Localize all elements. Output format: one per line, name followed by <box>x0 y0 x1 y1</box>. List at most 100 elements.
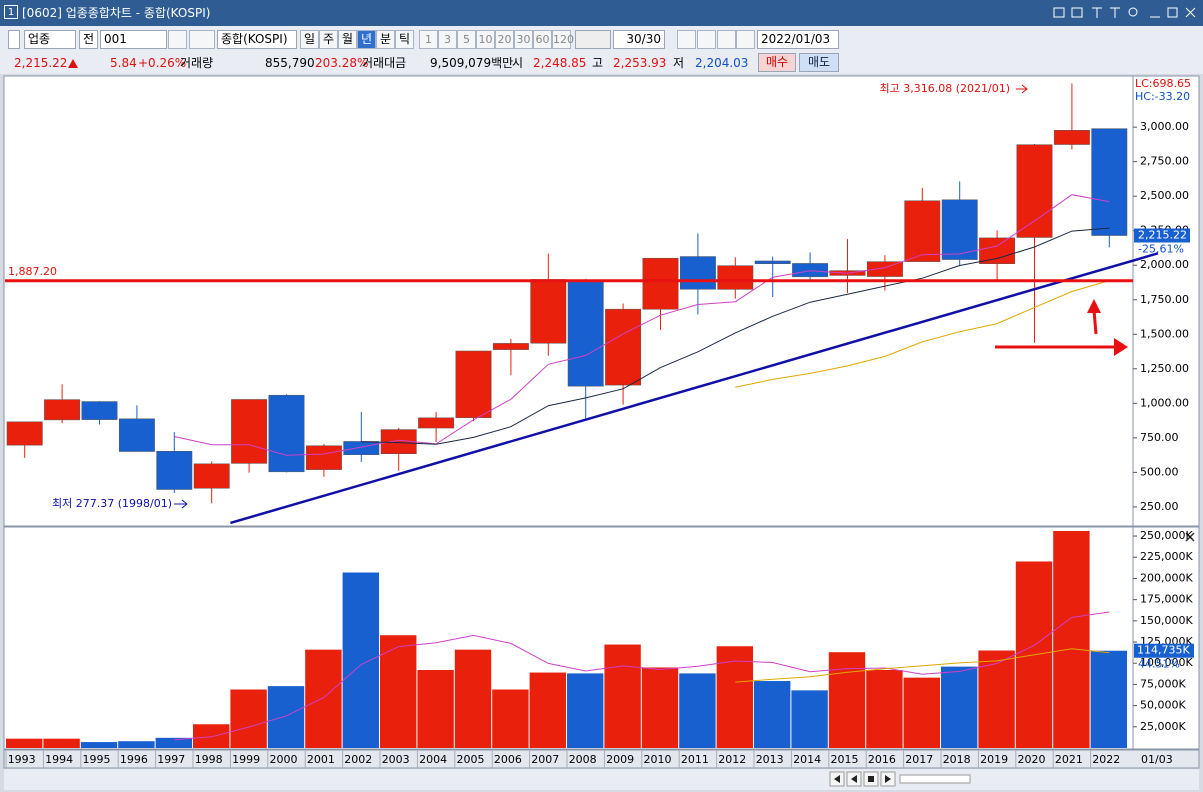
candle-body <box>642 257 679 310</box>
tool-button[interactable] <box>697 30 716 49</box>
toolbar-button[interactable]: 30 <box>514 30 533 49</box>
window-title: [0602] 업종종합차트 - 종합(KOSPI) <box>22 6 211 20</box>
volume-bar <box>230 689 267 748</box>
icon[interactable] <box>1053 7 1065 18</box>
close[interactable] <box>1185 7 1196 18</box>
change: 5.84 <box>110 56 137 70</box>
volume-bar <box>43 738 80 748</box>
toolbar-button[interactable]: 60 <box>533 30 552 49</box>
low: 2,204.03 <box>695 56 749 70</box>
x-tick-label: 2007 <box>531 753 559 766</box>
y-tick-label: 3,000.00 <box>1140 120 1189 133</box>
toolbar-button[interactable]: 10 <box>476 30 495 49</box>
candle-body <box>193 463 230 489</box>
candle-body <box>1016 144 1053 238</box>
toolbar-button[interactable]: 120 <box>552 30 574 49</box>
level-label: 1,887.20 <box>8 265 57 278</box>
x-tick-label: 2006 <box>494 753 522 766</box>
date-field[interactable]: 2022/01/03 <box>757 30 839 49</box>
checkbox[interactable] <box>8 30 20 49</box>
x-tick-label: 2011 <box>681 753 709 766</box>
toolbar-button[interactable]: 월 <box>338 30 357 49</box>
volume-pct: 203.28% <box>315 56 369 70</box>
settings-button[interactable] <box>736 30 755 49</box>
low-label: 저 <box>673 56 685 70</box>
y-tick-label: 2,750.00 <box>1140 155 1189 168</box>
x-tick-label: 2004 <box>419 753 447 766</box>
y-tick-label: 250,000K <box>1140 529 1193 542</box>
amount-label: 거래대금 <box>362 56 407 70</box>
search-button[interactable] <box>168 30 187 49</box>
scroll-controls[interactable] <box>829 771 1180 787</box>
lc-label: LC:698.65 <box>1135 77 1191 90</box>
moving-average <box>361 227 1110 445</box>
note-arrow <box>1016 84 1028 94</box>
candle-body <box>530 279 567 344</box>
market-select[interactable]: 업종 <box>24 30 76 49</box>
volume-bar <box>267 686 305 748</box>
x-tick-label: 1996 <box>120 753 148 766</box>
volume-bar <box>454 649 492 748</box>
mode-button[interactable]: 전 <box>79 30 98 49</box>
quote-bar: 2,215.22 5.84 +0.26% 거래량 855,790 203.28%… <box>0 52 1203 74</box>
candle-body <box>1091 128 1128 236</box>
toolbar-button[interactable]: 분 <box>376 30 395 49</box>
tool-button[interactable] <box>677 30 696 49</box>
y-tick-label: 100,000K <box>1140 656 1193 669</box>
x-tick-label: 2021 <box>1055 753 1083 766</box>
y-tick-label: 2,500.00 <box>1140 189 1189 202</box>
icon[interactable] <box>1092 7 1102 18</box>
x-tick-label: 2005 <box>457 753 485 766</box>
y-tick-label: 1,000.00 <box>1140 396 1189 409</box>
x-tick-label: 2010 <box>644 753 672 766</box>
candle-body <box>792 263 829 278</box>
x-tick-label: 2012 <box>718 753 746 766</box>
x-tick-label: 1995 <box>83 753 111 766</box>
candle-body <box>156 451 193 490</box>
price: 2,215.22 <box>14 56 68 70</box>
toolbar-button[interactable]: 1 <box>419 30 438 49</box>
change-pct: +0.26% <box>138 56 187 70</box>
candle-body <box>455 350 492 418</box>
icon[interactable] <box>1110 7 1120 18</box>
maximize[interactable] <box>1167 7 1178 18</box>
toolbar-button[interactable]: 20 <box>495 30 514 49</box>
toolbar-button[interactable]: 년 <box>357 30 376 49</box>
icon[interactable] <box>1128 7 1138 17</box>
volume-bar <box>118 741 155 748</box>
volume-bar <box>155 737 192 748</box>
candle-body <box>81 401 118 420</box>
count-field[interactable]: 30/30 <box>613 30 665 49</box>
moving-average <box>735 280 1110 388</box>
candle-body <box>231 399 268 464</box>
y-tick-label: 75,000K <box>1140 677 1186 690</box>
toolbar-button[interactable]: 틱 <box>395 30 414 49</box>
close-panel[interactable] <box>1185 532 1195 542</box>
volume-bar <box>941 666 978 748</box>
toolbar-button[interactable]: 5 <box>457 30 476 49</box>
volume-label: 거래량 <box>180 56 214 70</box>
icon[interactable] <box>1071 7 1083 18</box>
x-tick-label: 1999 <box>232 753 260 766</box>
window-controls <box>1053 7 1196 18</box>
x-tick-label: 2008 <box>569 753 597 766</box>
toolbar-button[interactable]: 주 <box>319 30 338 49</box>
buy-button[interactable]: 매수 <box>758 53 796 72</box>
x-tick-label: 2000 <box>270 753 298 766</box>
x-tick-label: 1998 <box>195 753 223 766</box>
high-note: 최고 3,316.08 (2021/01) <box>880 82 1011 95</box>
sell-button[interactable]: 매도 <box>799 53 839 72</box>
y-tick-label: 200,000K <box>1140 571 1193 584</box>
x-end-label: 01/03 <box>1141 753 1173 766</box>
tool-button[interactable] <box>717 30 736 49</box>
toolbar-button[interactable]: 일 <box>300 30 319 49</box>
x-tick-label: 2015 <box>831 753 859 766</box>
toolbar-button[interactable]: 3 <box>438 30 457 49</box>
dropdown[interactable] <box>575 30 611 49</box>
volume-bar <box>305 649 342 748</box>
y-tick-label: 250.00 <box>1140 500 1179 513</box>
y-tick-label: 225,000K <box>1140 550 1193 563</box>
sound-button[interactable] <box>189 30 215 49</box>
code-input[interactable]: 001 <box>100 30 167 49</box>
